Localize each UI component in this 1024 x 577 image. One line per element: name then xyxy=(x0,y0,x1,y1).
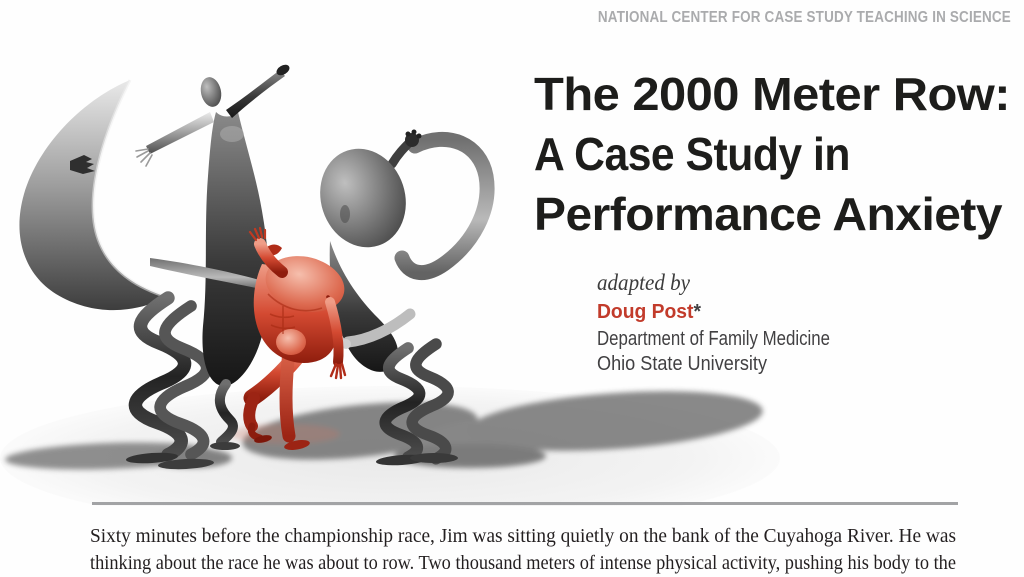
adapted-by-label: adapted by xyxy=(597,268,874,297)
red-runner-lower-hand xyxy=(331,364,345,378)
title-line-3: Performance Anxiety xyxy=(534,190,1002,240)
author-footnote-mark: * xyxy=(693,301,701,323)
byline: adapted by Doug Post* Department of Fami… xyxy=(597,268,874,377)
body-text: Sixty minutes before the championship ra… xyxy=(90,524,962,577)
body-text-line: Sixty minutes before the championship ra… xyxy=(90,524,962,551)
masthead: NATIONAL CENTER FOR CASE STUDY TEACHING … xyxy=(520,9,1011,27)
author-name: Doug Post* xyxy=(597,297,874,327)
page-title: The 2000 Meter Row: A Case Study in Perf… xyxy=(534,61,983,241)
affiliation-university: Ohio State University xyxy=(597,352,874,377)
body-text-line: thinking about the race he was about to … xyxy=(90,551,962,577)
title-line-2: A Case Study in xyxy=(534,130,850,180)
title-line-1: The 2000 Meter Row: xyxy=(534,70,1010,120)
affiliation-department: Department of Family Medicine xyxy=(597,327,874,352)
dancer-head xyxy=(198,75,224,109)
divider-rule xyxy=(92,502,958,505)
masthead-text: NATIONAL CENTER FOR CASE STUDY TEACHING … xyxy=(598,9,1011,27)
